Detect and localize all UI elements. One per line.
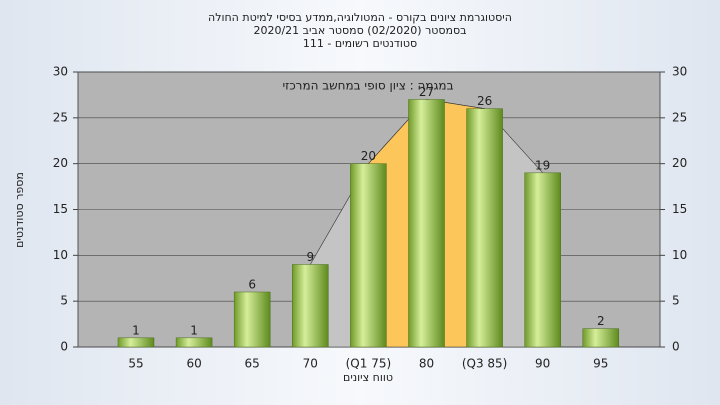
- x-axis-label: טווח ציונים: [343, 371, 393, 384]
- y-tick-label: 10: [53, 248, 68, 262]
- bar: [292, 264, 329, 348]
- bar: [466, 108, 503, 348]
- value-label: 27: [419, 85, 434, 99]
- x-tick-label: (Q1 75): [346, 357, 392, 371]
- y2-tick-label: 25: [672, 110, 687, 124]
- value-label: 1: [132, 323, 140, 337]
- value-label: 2: [597, 314, 605, 328]
- title-line: היסטוגרמת ציונים בקורס - המטולוגיה,ממדע …: [208, 11, 512, 24]
- value-label: 20: [361, 149, 376, 163]
- annotation: במגמה : ציון סופי במחשב המרכזי: [282, 79, 453, 93]
- y-tick-label: 20: [53, 156, 68, 170]
- bar: [175, 337, 213, 348]
- value-label: 6: [248, 278, 256, 292]
- y2-tick-label: 10: [672, 248, 687, 262]
- value-label: 1: [190, 323, 198, 337]
- x-tick-label: 80: [419, 357, 434, 371]
- y2-tick-label: 5: [672, 294, 680, 308]
- x-tick-label: 55: [128, 357, 143, 371]
- bar: [524, 172, 561, 348]
- bar: [233, 291, 271, 348]
- title-line: סטודנטים רשומים - 111: [303, 37, 417, 50]
- bar: [350, 163, 387, 348]
- value-label: 19: [535, 158, 550, 172]
- x-tick-label: 95: [593, 357, 608, 371]
- bar: [408, 99, 445, 348]
- y2-tick-label: 15: [672, 202, 687, 216]
- x-tick-label: 65: [245, 357, 260, 371]
- y-tick-label: 25: [53, 110, 68, 124]
- x-tick-label: 60: [186, 357, 201, 371]
- y2-tick-label: 30: [672, 65, 687, 79]
- y-tick-label: 0: [60, 340, 68, 354]
- y2-tick-label: 20: [672, 156, 687, 170]
- x-tick-label: 70: [303, 357, 318, 371]
- title-line: בסמסטר (02/2020) סמסטר אביב 2020/21: [253, 24, 466, 37]
- y-tick-label: 30: [53, 65, 68, 79]
- y-axis-label: מספר סטודנטים: [13, 172, 26, 248]
- bar: [582, 328, 620, 348]
- y-tick-label: 5: [60, 294, 68, 308]
- x-tick-label: (Q3 85): [462, 357, 508, 371]
- bar: [117, 337, 155, 348]
- y-tick-label: 15: [53, 202, 68, 216]
- value-label: 26: [477, 94, 492, 108]
- value-label: 9: [306, 250, 314, 264]
- x-tick-label: 90: [535, 357, 550, 371]
- y2-tick-label: 0: [672, 340, 680, 354]
